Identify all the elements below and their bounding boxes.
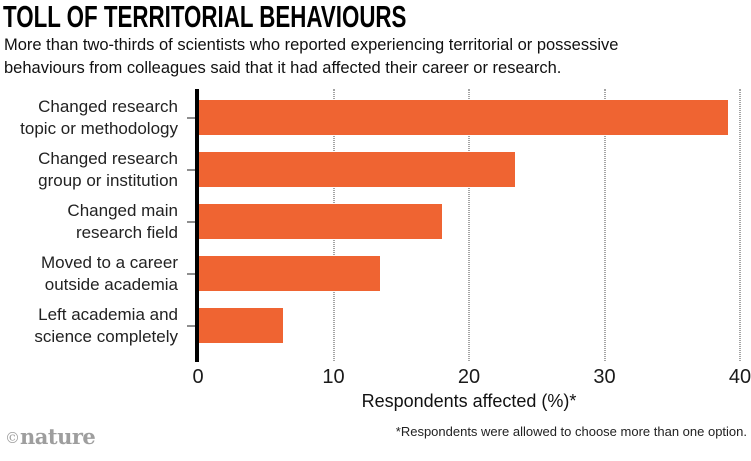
copyright-icon: ©	[5, 429, 20, 447]
gridline-40	[739, 89, 741, 361]
category-label-moved-career: Moved to a career outside academia	[40, 252, 178, 294]
y-tick-mark	[187, 116, 195, 119]
bar-left-academia	[198, 308, 284, 343]
bar-changed-topic	[198, 100, 728, 135]
category-label-left-academia: Left academia and science completely	[34, 304, 178, 346]
category-labels: Changed research topic or methodology Ch…	[0, 89, 178, 346]
gridline-20	[468, 89, 470, 361]
y-tick-mark	[187, 168, 195, 171]
nature-logo: ©nature	[5, 424, 96, 449]
bar-group	[198, 89, 740, 361]
category-label-changed-group: Changed research group or institution	[38, 148, 178, 190]
x-tick-30: 30	[593, 366, 616, 388]
x-tick-20: 20	[457, 366, 481, 388]
x-tick-40: 40	[728, 366, 751, 388]
gridline-30	[604, 89, 605, 361]
plot-area	[198, 89, 741, 361]
y-axis-line	[195, 89, 199, 362]
chart-title: TOLL OF TERRITORIAL BEHAVIOURS	[3, 0, 407, 34]
bar-moved-career	[198, 256, 380, 291]
y-tick-mark	[187, 272, 195, 275]
x-tick-0: 0	[192, 366, 204, 388]
bar-changed-group	[198, 152, 516, 187]
y-tick-mark	[187, 324, 195, 327]
x-axis-title: Respondents affected (%)*	[361, 391, 577, 411]
footnote: *Respondents were allowed to choose more…	[395, 424, 747, 439]
x-axis-tick-labels: 0 10 20 30 40	[192, 366, 751, 388]
y-tick-mark	[187, 220, 195, 223]
category-label-changed-topic: Changed research topic or methodology	[20, 96, 178, 138]
y-axis-ticks	[187, 89, 195, 343]
x-tick-10: 10	[322, 366, 345, 388]
bar-changed-field	[198, 204, 442, 239]
category-label-changed-field: Changed main research field	[67, 200, 178, 242]
chart-subtitle: More than two-thirds of scientists who r…	[4, 36, 619, 77]
nature-logo-text: nature	[20, 424, 96, 449]
